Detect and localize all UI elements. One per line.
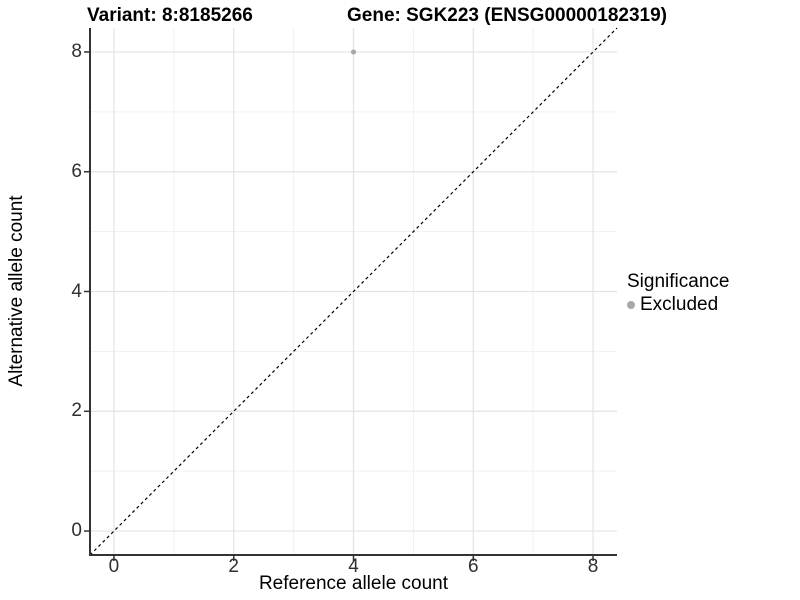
y-tick-label: 0 xyxy=(71,520,82,542)
legend-item-excluded: Excluded xyxy=(627,293,729,316)
y-tick-label: 6 xyxy=(71,160,82,182)
y-tick-label: 8 xyxy=(71,40,82,62)
legend-title: Significance xyxy=(627,271,730,292)
plot-title-variant: Variant: 8:8185266 xyxy=(87,5,253,26)
x-tick-label: 4 xyxy=(348,556,359,577)
x-tick-label: 6 xyxy=(467,556,479,577)
y-tick-label: 4 xyxy=(71,280,82,302)
legend: Significance Excluded xyxy=(627,270,729,316)
legend-key-dot-icon xyxy=(627,300,635,309)
x-tick-label: 8 xyxy=(587,556,599,577)
y-tick-label: 2 xyxy=(71,400,82,422)
legend-item-label: Excluded xyxy=(640,294,719,315)
data-point xyxy=(350,49,357,55)
x-tick-label: 2 xyxy=(228,556,240,577)
identity-reference-line xyxy=(89,27,618,556)
x-tick-label: 0 xyxy=(108,556,120,577)
plot-title-gene: Gene: SGK223 (ENSG00000182319) xyxy=(347,5,668,26)
y-axis-title: Alternative allele count xyxy=(6,195,27,387)
x-axis-title: Reference allele count xyxy=(258,573,449,594)
